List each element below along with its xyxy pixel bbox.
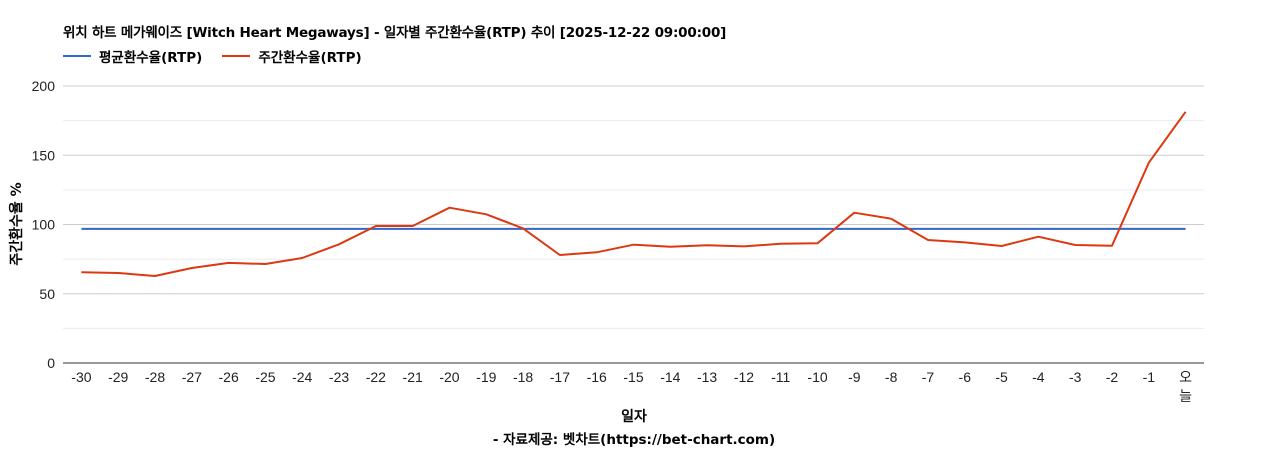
x-tick-label: -25 [255, 369, 275, 385]
y-axis-ticks: 0 50 100 150 200 [32, 78, 56, 371]
y-tick-label: 150 [32, 147, 56, 163]
x-axis-ticks: -30 -29 -28 -27 -26 -25 -24 -23 -22 -21 -20 -19 -18 -… [71, 369, 1192, 404]
data-source-credit: - 자료제공: 벳차트(https://bet-chart.com) [492, 432, 776, 448]
x-tick-label: -19 [476, 369, 496, 385]
x-tick-label: -27 [182, 369, 202, 385]
x-tick-label: -30 [71, 369, 91, 385]
y-tick-label: 200 [32, 78, 56, 94]
legend-item-weekly-rtp[interactable]: 주간환수율(RTP) [222, 46, 362, 66]
x-tick-label: -2 [1106, 369, 1119, 385]
x-tick-label: -24 [292, 369, 312, 385]
x-tick-label: -22 [366, 369, 386, 385]
legend-label-weekly: 주간환수율(RTP) [258, 50, 362, 66]
y-tick-label: 100 [32, 217, 56, 233]
legend-swatch-average [63, 55, 91, 57]
x-tick-label: -16 [587, 369, 607, 385]
x-tick-label: -5 [995, 369, 1008, 385]
x-tick-label: -18 [513, 369, 533, 385]
x-tick-label: -12 [734, 369, 754, 385]
chart-title: 위치 하트 메가웨이즈 [Witch Heart Megaways] - 일자별… [63, 25, 727, 41]
x-tick-label: -17 [550, 369, 570, 385]
x-tick-label: -7 [922, 369, 935, 385]
x-tick-label: -1 [1143, 369, 1156, 385]
x-tick-label: -28 [145, 369, 165, 385]
x-tick-label: -6 [959, 369, 972, 385]
x-axis-title: 일자 [621, 409, 647, 425]
x-tick-label: -20 [439, 369, 459, 385]
gridlines [63, 85, 1204, 329]
chart-legend: 평균환수율(RTP) 주간환수율(RTP) [63, 46, 382, 66]
x-tick-label: -15 [623, 369, 643, 385]
legend-item-average-rtp[interactable]: 평균환수율(RTP) [63, 46, 202, 66]
x-tick-label: -3 [1069, 369, 1082, 385]
legend-swatch-weekly [222, 55, 251, 57]
series-lines [81, 111, 1187, 277]
y-axis-title: 주간환수율 % [9, 182, 25, 266]
y-tick-label: 0 [47, 355, 55, 371]
x-tick-label: -13 [697, 369, 717, 385]
legend-label-average: 평균환수율(RTP) [99, 50, 203, 66]
x-tick-label: -9 [848, 369, 861, 385]
x-tick-label: -14 [660, 369, 680, 385]
x-tick-label: -23 [329, 369, 349, 385]
x-tick-label: -4 [1032, 369, 1045, 385]
y-tick-label: 50 [39, 286, 55, 302]
x-tick-label: -8 [885, 369, 898, 385]
x-tick-label: -21 [403, 369, 423, 385]
x-tick-label: -11 [771, 369, 790, 385]
x-tick-label: -10 [807, 369, 827, 385]
weekly-rtp-line[interactable] [81, 111, 1187, 277]
x-tick-label: -29 [108, 369, 128, 385]
x-tick-label: -26 [219, 369, 239, 385]
